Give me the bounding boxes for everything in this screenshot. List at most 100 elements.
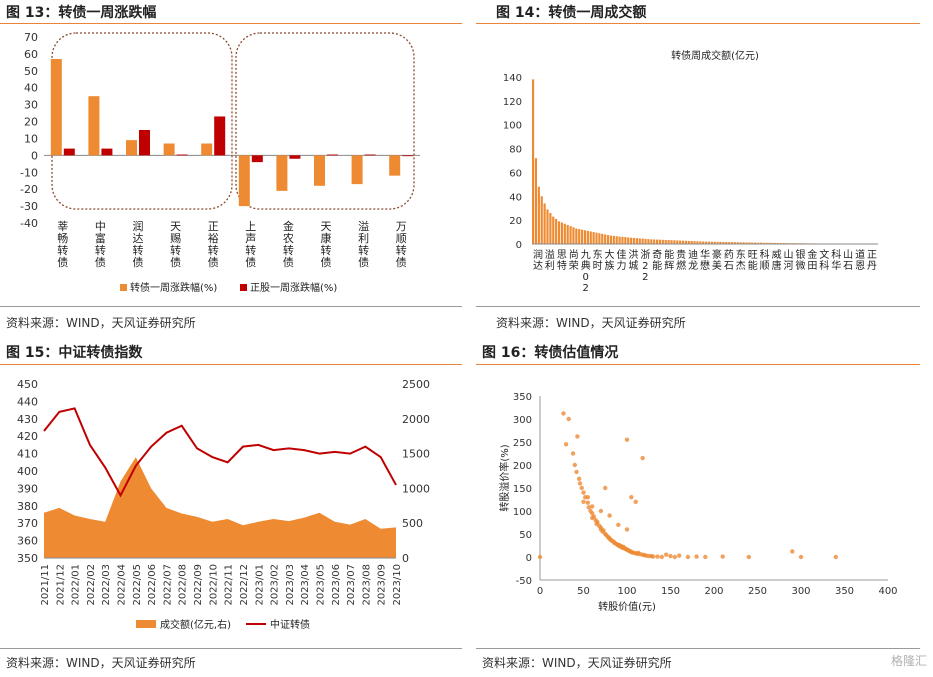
fig14-bar xyxy=(676,240,679,244)
fig14-bar xyxy=(557,221,561,244)
fig14-bar xyxy=(566,224,569,244)
fig14-bar xyxy=(733,242,736,244)
fig14-category-label-char: 东 xyxy=(736,248,746,261)
fig14-bar xyxy=(641,238,644,244)
fig14-bar xyxy=(581,229,584,244)
fig16-ytick: 350 xyxy=(513,392,532,403)
fig16-xlabel: 转股价值(元) xyxy=(598,600,656,613)
fig16-source-rule xyxy=(476,648,920,649)
fig16-point xyxy=(624,437,630,442)
fig16-point xyxy=(833,554,838,560)
fig14-ytick: 0 xyxy=(516,240,522,251)
fig15-legend-swatch-area xyxy=(136,620,156,628)
fig16-point xyxy=(595,519,600,525)
fig14-category-label-char: 大 xyxy=(605,248,615,261)
fig15-xtick: 2021/12 xyxy=(55,564,66,606)
fig16-point xyxy=(633,499,638,504)
fig14-category-label-char: 正 xyxy=(867,250,877,261)
fig14-category-label-char: 特 xyxy=(557,260,567,272)
fig14-bar xyxy=(543,203,546,244)
fig14-category-label-char: 溢 xyxy=(545,248,555,261)
fig13-group-gainers xyxy=(51,32,233,210)
fig15-ytick-left: 400 xyxy=(17,465,38,478)
fig16-point xyxy=(607,513,612,518)
fig14-bar xyxy=(705,241,708,244)
fig13-category-label-char: 债 xyxy=(321,255,332,269)
fig14-ytick: 20 xyxy=(509,216,522,227)
fig14-category-label-char: 0 xyxy=(583,272,589,283)
fig14-bar xyxy=(679,240,682,244)
fig16-point xyxy=(746,554,751,560)
fig14-bar xyxy=(707,241,711,244)
fig14-bar xyxy=(644,238,647,244)
fig13-category-label-char: 裕 xyxy=(208,232,219,245)
fig14-bar xyxy=(696,241,699,244)
fig13-category-label-char: 转 xyxy=(283,243,294,257)
fig13-category-label-char: 转 xyxy=(245,243,256,257)
fig14-category-label-char: 河 xyxy=(784,260,794,272)
fig13-category-label-char: 债 xyxy=(95,255,106,269)
fig14-category-label-char: 华 xyxy=(700,248,710,261)
fig13-category-label-char: 债 xyxy=(208,255,219,269)
fig14-bar xyxy=(730,242,734,244)
fig14-bar xyxy=(693,241,696,244)
fig13-ytick: 30 xyxy=(24,99,38,112)
fig14-category-label-char: 能 xyxy=(748,259,758,272)
fig16-xtick: 100 xyxy=(617,586,636,597)
fig13-bar-stock xyxy=(251,155,263,163)
fig16-title: 图 16：转债估值情况 xyxy=(482,345,619,361)
fig15-legend-label: 成交额(亿元,右) xyxy=(160,618,231,631)
fig13-bar-stock xyxy=(176,154,188,156)
fig14-bar xyxy=(658,239,662,244)
fig14-bar xyxy=(615,236,618,244)
fig14-bar xyxy=(684,240,687,244)
fig14-category-label-char: 道 xyxy=(855,248,865,261)
fig14-category-label-char: 洪 xyxy=(628,249,638,261)
fig14-bar xyxy=(713,241,716,244)
fig16-xtick: 0 xyxy=(537,586,543,597)
fig14-category-label-char: 山 xyxy=(784,249,794,261)
fig13-category-label-char: 转 xyxy=(133,243,144,257)
fig14-category-label-char: 华 xyxy=(831,259,841,272)
fig15-xtick: 2023/04 xyxy=(300,564,311,606)
fig14-bar xyxy=(650,239,653,244)
fig16-point xyxy=(694,554,699,559)
fig16-point xyxy=(703,554,708,560)
fig16-ytick: 50 xyxy=(519,530,532,541)
fig13-bar-bond xyxy=(389,155,401,176)
fig14-category-label-char: 燃 xyxy=(676,259,686,272)
fig13-legend-label: 正股一周涨跌幅(%) xyxy=(250,281,337,294)
fig14-category-label-char: 微 xyxy=(795,259,805,272)
fig14-ytick: 140 xyxy=(503,73,522,84)
fig13-category-label-char: 农 xyxy=(283,231,294,245)
fig14-bar xyxy=(670,240,673,244)
fig16-point xyxy=(561,411,566,416)
fig14-category-label-char: 科 xyxy=(819,259,829,272)
fig14-category-label-char: 杰 xyxy=(736,260,746,272)
fig15-xtick: 2022/04 xyxy=(117,564,128,606)
fig16-point xyxy=(577,481,583,486)
fig14-bar xyxy=(630,237,633,244)
fig14-bar xyxy=(632,237,636,244)
fig16-point xyxy=(537,554,543,560)
fig16-point xyxy=(581,490,586,495)
fig14-bar xyxy=(532,79,535,244)
fig14-bar xyxy=(661,239,664,244)
watermark-logo: 格隆汇 xyxy=(891,652,927,669)
fig13-bar-bond xyxy=(238,155,250,207)
fig15-xtick: 2023/01 xyxy=(254,564,265,606)
fig13-bar-bond xyxy=(88,96,100,156)
fig16-point xyxy=(585,495,591,500)
fig16-point xyxy=(590,511,595,516)
fig14-category-label-char: 2 xyxy=(642,261,648,272)
fig14-category-label-char: 顺 xyxy=(760,260,770,272)
fig14-bar xyxy=(534,158,538,244)
fig14-bar xyxy=(546,209,549,244)
fig14-bar xyxy=(606,235,610,244)
fig14-bar xyxy=(595,232,598,244)
fig14-bar xyxy=(756,242,760,244)
fig16-point xyxy=(624,527,630,532)
fig14-bar xyxy=(728,242,731,244)
fig15-xtick: 2023/06 xyxy=(331,564,342,606)
fig16-point xyxy=(591,514,597,519)
